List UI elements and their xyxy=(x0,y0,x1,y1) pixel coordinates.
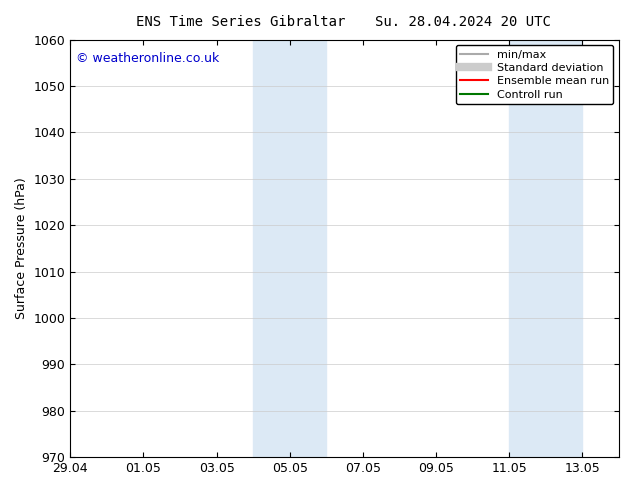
Legend: min/max, Standard deviation, Ensemble mean run, Controll run: min/max, Standard deviation, Ensemble me… xyxy=(456,45,614,104)
Text: © weatheronline.co.uk: © weatheronline.co.uk xyxy=(76,52,219,65)
Text: ENS Time Series Gibraltar: ENS Time Series Gibraltar xyxy=(136,15,346,29)
Text: Su. 28.04.2024 20 UTC: Su. 28.04.2024 20 UTC xyxy=(375,15,551,29)
Bar xyxy=(253,40,327,457)
Bar xyxy=(509,40,583,457)
Y-axis label: Surface Pressure (hPa): Surface Pressure (hPa) xyxy=(15,177,28,319)
